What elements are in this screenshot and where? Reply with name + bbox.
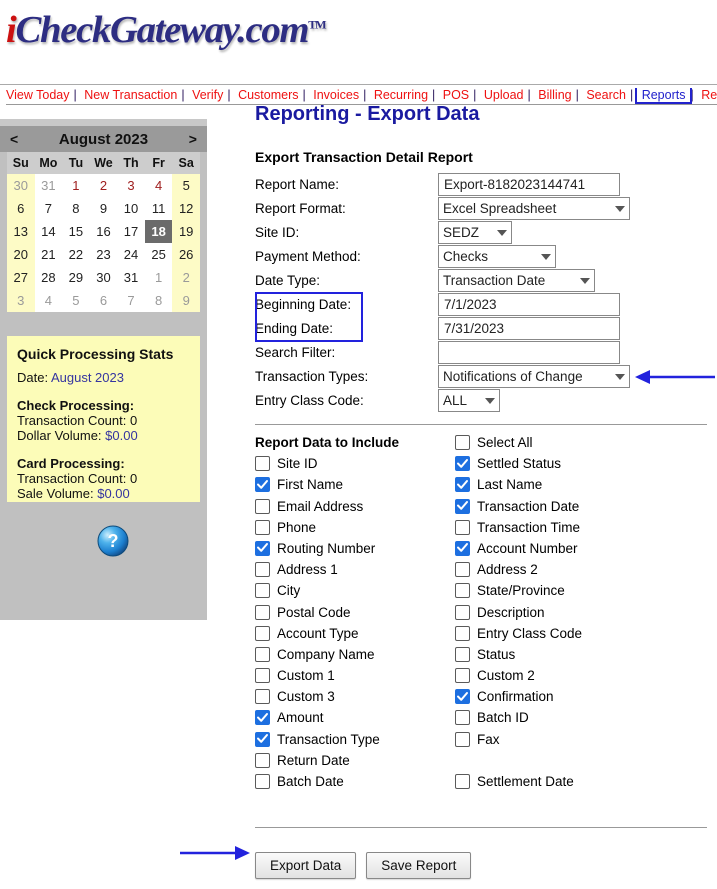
svg-text:?: ? — [107, 531, 118, 551]
